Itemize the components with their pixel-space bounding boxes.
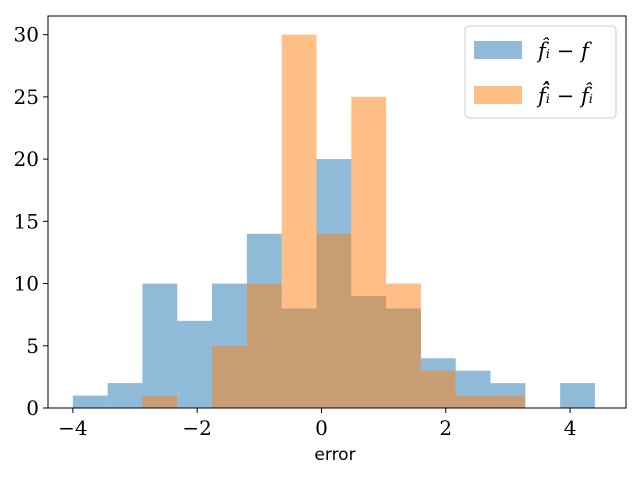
bar-series1-bin4 [177, 320, 213, 408]
x-tick-label: 2 [439, 416, 452, 440]
y-tick-label: 5 [26, 334, 39, 358]
x-axis-label: error [314, 445, 355, 465]
bar-series2-bin5 [281, 34, 317, 409]
plot-frame [47, 15, 627, 409]
y-tick-label: 10 [14, 272, 39, 296]
y-tick-label: 15 [14, 209, 39, 233]
bar-series2-bin4 [246, 283, 282, 408]
bar-series2-bin7 [351, 96, 387, 408]
bar-series1-bin2 [107, 383, 143, 408]
bar-series1-bin3 [142, 283, 178, 408]
y-tick-label: 0 [26, 396, 39, 420]
legend-label-series2: f̂̂ᵢ − f̂ᵢ [536, 81, 593, 108]
y-tick-label: 25 [14, 85, 39, 109]
x-tick-label: −2 [182, 416, 211, 440]
bar-series2-bin8 [386, 283, 421, 408]
bar-series2-bin9 [420, 370, 456, 408]
bar-series2-bin6 [316, 233, 352, 408]
legend-label-series1: f̂ᵢ − f [536, 38, 592, 63]
bar-series2-bin11 [490, 395, 526, 408]
legend-swatch-series2 [474, 86, 522, 104]
x-tick-label: 4 [564, 416, 577, 440]
y-tick-label: 30 [14, 23, 39, 47]
y-tick-label: 20 [14, 147, 39, 171]
bar-series2-bin10 [455, 395, 491, 408]
bar-series1-bin1 [72, 395, 108, 408]
bar-series1-bin15 [560, 383, 595, 408]
bars-layer [72, 34, 595, 409]
legend: f̂ᵢ − f f̂̂ᵢ − f̂ᵢ [464, 25, 617, 119]
axes-layer: −4 −2 0 2 4 0 5 10 15 20 25 30 [14, 15, 627, 440]
bar-series2-bin1 [142, 395, 178, 408]
x-tick-label: −4 [58, 416, 87, 440]
legend-swatch-series1 [474, 41, 522, 59]
x-tick-label: 0 [315, 416, 328, 440]
bar-series2-bin3 [212, 345, 247, 408]
